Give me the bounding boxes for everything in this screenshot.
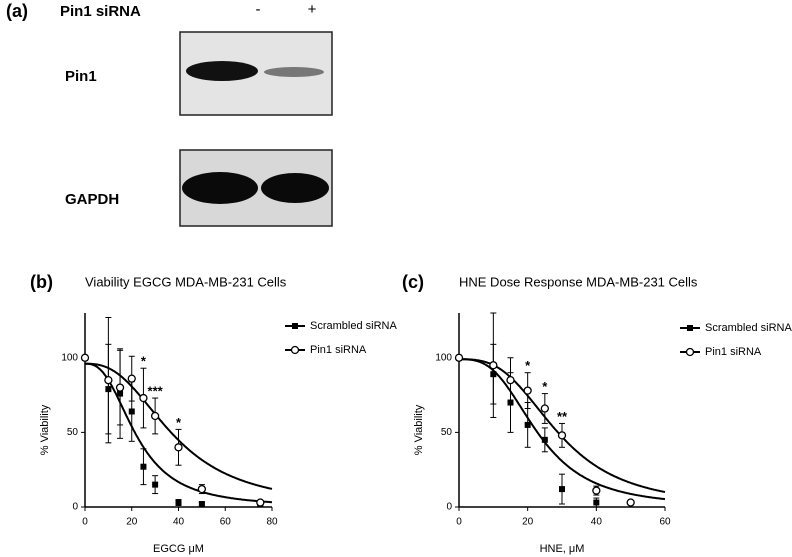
point [593, 499, 600, 506]
point [256, 498, 265, 507]
point [128, 408, 135, 415]
point [592, 486, 601, 495]
y-tick-label: 100 [435, 352, 452, 363]
point [152, 481, 159, 488]
significance: * [176, 415, 182, 430]
legend-label: Pin1 siRNA [310, 344, 367, 356]
y-tick-label: 50 [67, 427, 79, 438]
point [559, 486, 565, 493]
point [626, 498, 635, 507]
x-tick-label: 40 [173, 517, 185, 528]
point [140, 463, 147, 470]
point [127, 374, 136, 383]
lane-label: - [256, 1, 261, 18]
point [523, 386, 532, 395]
x-tick-label: 60 [659, 517, 671, 528]
point [524, 421, 531, 428]
x-tick-label: 40 [591, 517, 603, 528]
panel-label: (c) [402, 272, 424, 292]
y-axis-label: % Viability [413, 404, 425, 455]
x-tick-label: 0 [82, 517, 88, 528]
point [557, 431, 567, 440]
x-tick-label: 80 [266, 517, 278, 528]
x-tick-label: 20 [126, 517, 138, 528]
point [139, 393, 148, 403]
significance: * [525, 358, 531, 373]
legend-label: Pin1 siRNA [705, 346, 762, 358]
point [540, 404, 549, 413]
treatment-label: Pin1 siRNA [60, 3, 141, 20]
y-tick-label: 0 [72, 502, 78, 513]
point [115, 383, 125, 392]
point [454, 353, 464, 362]
point [197, 484, 207, 494]
row-label: GAPDH [65, 191, 119, 208]
y-tick-label: 100 [61, 352, 78, 363]
y-tick-label: 50 [441, 427, 453, 438]
legend-marker [290, 345, 300, 355]
legend-marker [292, 323, 298, 329]
lane-label: + [308, 1, 317, 18]
x-tick-label: 60 [220, 517, 232, 528]
chart-title: HNE Dose Response MDA-MB-231 Cells [459, 274, 698, 289]
blot-pin1 [179, 31, 333, 116]
x-axis-label: HNE, μM [540, 543, 585, 555]
legend-marker [687, 325, 693, 331]
y-tick-label: 0 [446, 502, 452, 513]
panel-label: (a) [6, 1, 28, 21]
significance: * [542, 379, 548, 394]
x-axis-label: EGCG μM [153, 543, 204, 555]
chart-title: Viability EGCG MDA-MB-231 Cells [85, 274, 287, 289]
point [174, 443, 183, 452]
significance: * [141, 354, 147, 369]
point [150, 411, 160, 421]
point [175, 499, 182, 506]
significance: ** [557, 409, 568, 424]
panel-label: (b) [30, 272, 53, 292]
legend-marker [685, 347, 695, 357]
x-tick-label: 0 [456, 517, 462, 528]
legend-label: Scrambled siRNA [705, 322, 792, 334]
point [198, 501, 205, 508]
point [104, 376, 113, 385]
legend-label: Scrambled siRNA [310, 320, 397, 332]
blot-gapdh [179, 149, 333, 227]
row-label: Pin1 [65, 68, 97, 85]
point [80, 353, 90, 362]
x-tick-label: 20 [522, 517, 534, 528]
y-axis-label: % Viability [39, 404, 51, 455]
point [506, 376, 515, 385]
point [541, 436, 548, 443]
point [489, 361, 498, 370]
fit-curve [85, 362, 273, 504]
significance: *** [148, 383, 164, 398]
